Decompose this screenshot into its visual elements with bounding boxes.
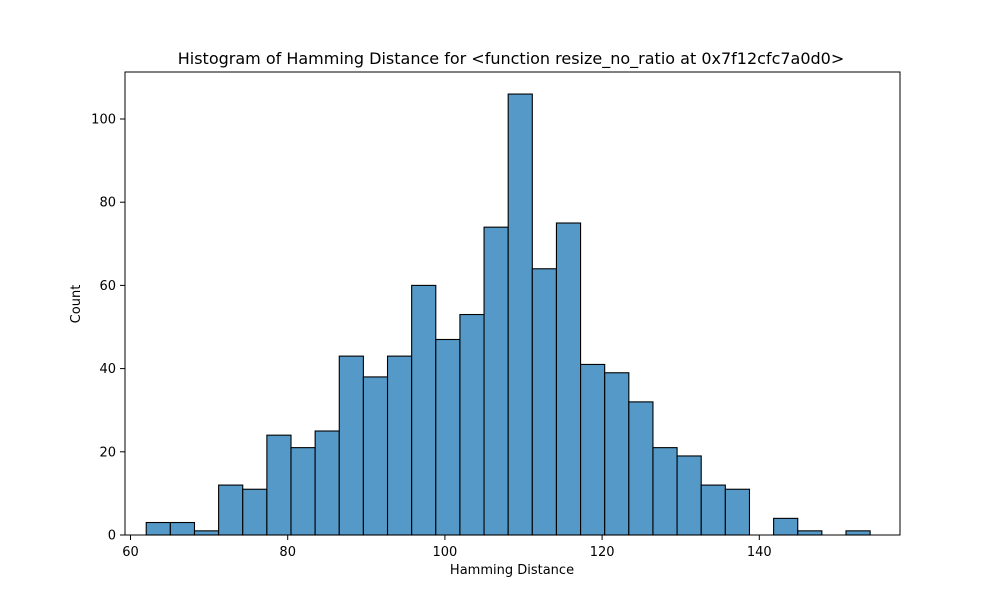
histogram-bar — [773, 517, 799, 536]
y-tick-label: 20 — [99, 445, 116, 460]
histogram-bar — [193, 530, 220, 536]
histogram-bar — [845, 530, 871, 536]
histogram-bar — [507, 93, 533, 536]
y-axis-ticks: 0 20 40 60 80 100 — [91, 113, 125, 544]
histogram-bar — [652, 447, 678, 536]
y-axis-label: Count — [69, 285, 84, 324]
histogram-bar — [604, 372, 630, 536]
x-axis-ticks: 60 80 100 120 140 — [122, 535, 772, 560]
histogram-bar — [218, 484, 244, 536]
histogram-bar — [676, 455, 702, 536]
histogram-bar — [338, 355, 364, 536]
histogram-bar — [386, 355, 413, 536]
histogram-bar — [435, 338, 461, 536]
x-tick-label: 140 — [747, 545, 772, 560]
histogram-bar — [797, 530, 823, 536]
histogram-bar — [555, 222, 582, 536]
y-tick-label: 100 — [91, 113, 116, 128]
histogram-bar — [314, 430, 340, 536]
histogram-bar — [724, 488, 751, 536]
y-tick-label: 0 — [108, 529, 116, 544]
histogram-bar — [628, 401, 654, 536]
y-tick-label: 60 — [99, 279, 116, 294]
histogram-bar — [290, 447, 316, 536]
histogram-bar — [169, 521, 196, 536]
y-tick-label: 40 — [99, 362, 116, 377]
x-tick-label: 60 — [122, 545, 139, 560]
plot-area-frame — [124, 71, 901, 536]
histogram-bar — [242, 488, 268, 536]
x-axis-label: Hamming Distance — [450, 563, 574, 578]
histogram-bar — [483, 226, 509, 536]
chart-title: Histogram of Hamming Distance for <funct… — [178, 49, 845, 69]
x-tick-label: 120 — [590, 545, 615, 560]
histogram-bar — [580, 363, 606, 536]
y-tick-label: 80 — [99, 196, 116, 211]
histogram-bar — [362, 376, 389, 536]
histogram-bar — [531, 268, 557, 536]
x-tick-label: 100 — [432, 545, 457, 560]
histogram-bar — [145, 521, 171, 536]
histogram-bar — [266, 434, 292, 536]
histogram-bar — [700, 484, 726, 536]
bars-group — [145, 93, 871, 536]
histogram-bar — [459, 313, 485, 536]
histogram-bar — [411, 284, 437, 536]
x-tick-label: 80 — [279, 545, 296, 560]
